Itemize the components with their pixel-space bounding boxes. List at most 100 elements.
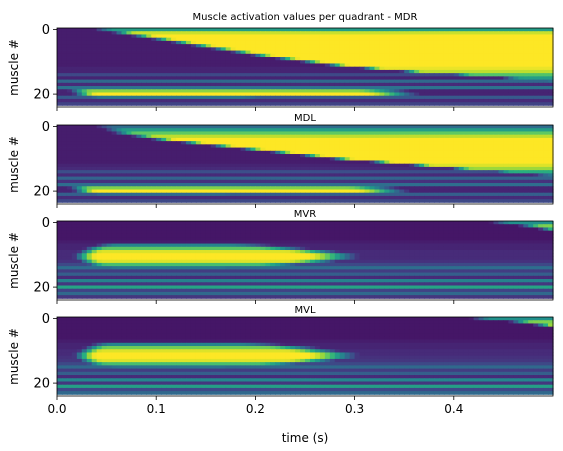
heatmap-cell — [478, 47, 485, 51]
heatmap-cell — [136, 199, 142, 203]
heatmap-cell — [61, 53, 68, 58]
heatmap-cell — [424, 137, 430, 142]
heatmap-cell — [305, 102, 311, 106]
heatmap-cell — [205, 186, 212, 190]
heatmap-cell — [543, 50, 549, 55]
heatmap-cell — [220, 86, 227, 90]
heatmap-cell — [101, 173, 108, 177]
heatmap-cell — [518, 34, 524, 39]
heatmap-cell — [210, 69, 217, 74]
heatmap-cell — [359, 160, 366, 165]
heatmap-cell — [389, 173, 395, 177]
heatmap-cell — [429, 69, 435, 74]
heatmap-cell — [240, 34, 247, 39]
heatmap-cell — [483, 192, 490, 197]
heatmap-cell — [195, 144, 202, 148]
heatmap-cell — [181, 47, 187, 51]
heatmap-cell — [493, 199, 500, 203]
heatmap-cell — [96, 40, 103, 45]
heatmap-cell — [255, 147, 261, 152]
heatmap-cell — [205, 134, 212, 139]
heatmap-cell — [498, 66, 504, 71]
heatmap-cell — [438, 160, 445, 165]
heatmap-cell — [443, 125, 450, 129]
heatmap-cell — [101, 92, 108, 97]
heatmap-cell — [364, 69, 371, 74]
heatmap-cell — [76, 28, 83, 32]
heatmap-cell — [309, 95, 316, 100]
heatmap-cell — [76, 95, 83, 100]
heatmap-cell — [483, 147, 490, 152]
heatmap-cell — [493, 69, 500, 74]
heatmap-cell — [116, 199, 123, 203]
heatmap-cell — [533, 31, 539, 35]
heatmap-cell — [384, 170, 390, 174]
heatmap-cell — [404, 102, 410, 106]
heatmap-cell — [508, 76, 514, 80]
heatmap-cell — [131, 47, 137, 51]
heatmap-cell — [543, 69, 549, 74]
heatmap-cell — [96, 166, 103, 171]
heatmap-cell — [354, 34, 361, 39]
heatmap-cell — [76, 221, 83, 225]
heatmap-cell — [57, 147, 63, 152]
heatmap-cell — [190, 192, 197, 197]
heatmap-cell — [156, 40, 162, 45]
heatmap-cell — [210, 89, 217, 93]
heatmap-cell — [146, 125, 152, 129]
heatmap-cell — [349, 28, 356, 32]
heatmap-cell — [190, 69, 197, 74]
heatmap-cell — [285, 28, 291, 32]
heatmap-cell — [265, 176, 271, 181]
heatmap-cell — [81, 47, 88, 51]
heatmap-cell — [394, 28, 400, 32]
heatmap-cell — [329, 160, 336, 165]
heatmap-cell — [210, 82, 217, 87]
heatmap-cell — [448, 95, 455, 100]
heatmap-cell — [195, 150, 202, 155]
heatmap-cell — [399, 73, 405, 77]
heatmap-cell — [270, 199, 276, 203]
heatmap-cell — [334, 89, 341, 93]
heatmap-cell — [399, 160, 405, 165]
heatmap-cell — [419, 179, 425, 184]
heatmap-cell — [101, 150, 108, 155]
heatmap-cell — [329, 221, 336, 225]
heatmap-cell — [96, 137, 103, 142]
heatmap-cell — [359, 199, 366, 203]
heatmap-cell — [438, 34, 445, 39]
heatmap-cell — [513, 134, 519, 139]
heatmap-cell — [136, 57, 142, 61]
heatmap-cell — [151, 147, 157, 152]
heatmap-cell — [433, 199, 440, 203]
heatmap-cell — [493, 144, 500, 148]
heatmap-cell — [71, 157, 78, 161]
heatmap-cell — [429, 66, 435, 71]
heatmap-cell — [141, 95, 147, 100]
heatmap-cell — [255, 224, 261, 228]
heatmap-cell — [364, 154, 371, 158]
heatmap-cell — [285, 192, 291, 197]
heatmap-cell — [265, 95, 271, 100]
heatmap-cell — [166, 95, 172, 100]
heatmap-cell — [334, 179, 341, 184]
heatmap-cell — [86, 199, 93, 203]
heatmap-cell — [250, 95, 256, 100]
heatmap-cell — [458, 183, 465, 187]
heatmap-cell — [131, 173, 137, 177]
heatmap-cell — [161, 160, 167, 165]
heatmap-cell — [295, 154, 301, 158]
heatmap-cell — [91, 89, 98, 93]
heatmap-cell — [334, 125, 341, 129]
heatmap-cell — [324, 102, 331, 106]
heatmap-cell — [389, 141, 395, 145]
heatmap-cell — [240, 224, 247, 228]
heatmap-cell — [329, 66, 336, 71]
heatmap-cell — [255, 69, 261, 74]
heatmap-cell — [433, 82, 440, 87]
heatmap-cell — [171, 60, 177, 64]
heatmap-cell — [116, 147, 123, 152]
heatmap-cell — [374, 89, 380, 93]
heatmap-cell — [275, 95, 281, 100]
heatmap-cell — [389, 73, 395, 77]
